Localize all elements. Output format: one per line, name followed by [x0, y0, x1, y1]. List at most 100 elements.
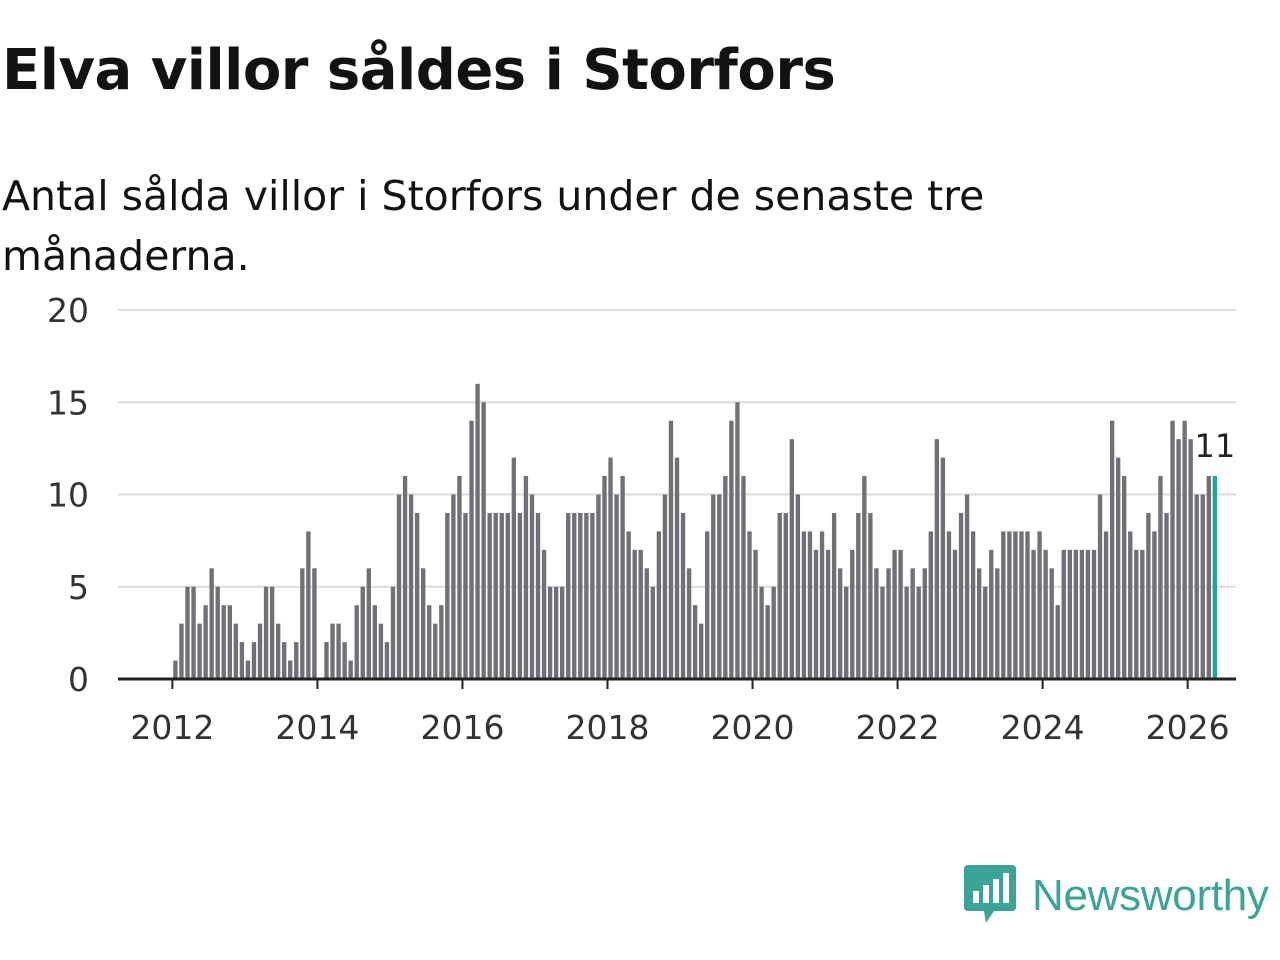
- bar: [1170, 420, 1175, 679]
- bar: [203, 605, 208, 679]
- bar: [499, 512, 504, 679]
- y-tick-label: 0: [68, 660, 89, 699]
- bar: [1158, 476, 1163, 679]
- bar: [1019, 531, 1024, 679]
- bar: [378, 623, 384, 679]
- bar: [173, 660, 178, 679]
- bar: [300, 568, 305, 679]
- bar: [1122, 476, 1127, 679]
- bar: [529, 494, 535, 679]
- y-tick-label: 5: [68, 568, 89, 607]
- bar: [868, 512, 873, 679]
- brand-logo: Newsworthy: [964, 864, 1269, 928]
- bar: [813, 549, 819, 679]
- bar: [686, 568, 692, 679]
- bar: [263, 586, 269, 679]
- value-labels: 11: [1194, 427, 1235, 465]
- bar: [1025, 531, 1030, 679]
- x-tick-label: 2012: [130, 708, 214, 747]
- bar: [747, 531, 752, 679]
- bar: [928, 531, 933, 679]
- bar: [360, 586, 365, 679]
- bar: [547, 586, 553, 679]
- bar: [922, 568, 927, 679]
- bar: [572, 512, 577, 679]
- y-tick-label: 10: [47, 476, 89, 515]
- bar-chart-speech-bubble-icon: [964, 865, 1016, 923]
- bar: [275, 623, 281, 679]
- bar: [336, 623, 341, 679]
- bar: [644, 568, 649, 679]
- bar: [723, 476, 728, 679]
- bar: [269, 586, 275, 679]
- bar: [433, 623, 438, 679]
- bar: [463, 512, 468, 679]
- chart-title: Elva villor såldes i Storfors: [2, 38, 836, 103]
- bar: [819, 531, 825, 679]
- bar: [886, 568, 891, 679]
- bar: [1013, 531, 1018, 679]
- bar: [257, 623, 263, 679]
- bar: [1097, 494, 1103, 679]
- bar: [946, 531, 952, 679]
- bar: [753, 549, 758, 679]
- bar: [656, 531, 662, 679]
- bar: [1079, 549, 1085, 679]
- bar-latest: [1212, 476, 1218, 679]
- bar: [251, 642, 257, 679]
- bar: [801, 531, 807, 679]
- bar: [578, 512, 583, 679]
- bar: [662, 494, 668, 679]
- bar: [584, 512, 589, 679]
- bar: [1206, 476, 1211, 679]
- brand-name: Newsworthy: [1032, 871, 1269, 920]
- bar: [741, 476, 746, 679]
- bar: [312, 568, 317, 679]
- bar: [717, 494, 722, 679]
- last-value-label: 11: [1194, 427, 1235, 465]
- bar: [910, 568, 915, 679]
- bar: [505, 512, 510, 679]
- bar: [1140, 549, 1145, 679]
- bar: [384, 642, 390, 679]
- bar: [245, 660, 251, 679]
- y-tick-label: 15: [47, 383, 89, 422]
- bar: [1007, 531, 1012, 679]
- bar: [850, 549, 855, 679]
- bar: [1188, 439, 1193, 679]
- bar: [632, 549, 637, 679]
- bar: [342, 642, 347, 679]
- bar: [324, 642, 329, 679]
- bar: [402, 476, 408, 679]
- x-tick-label: 2026: [1146, 708, 1230, 747]
- bar: [191, 586, 196, 679]
- x-tick-label: 2016: [420, 708, 504, 747]
- bar: [553, 586, 559, 679]
- bar: [523, 476, 529, 679]
- bar: [964, 494, 970, 679]
- bar: [705, 531, 710, 679]
- bar: [221, 605, 226, 679]
- bar: [674, 457, 680, 679]
- bar: [414, 512, 420, 679]
- bar: [777, 512, 782, 679]
- bar: [215, 586, 220, 679]
- bar: [330, 623, 335, 679]
- bar: [807, 531, 813, 679]
- bar: [185, 586, 190, 679]
- bar: [983, 586, 988, 679]
- bar: [934, 439, 940, 679]
- bar: [233, 623, 239, 679]
- bar: [1091, 549, 1097, 679]
- bar: [1067, 549, 1072, 679]
- x-tick-label: 2018: [566, 708, 650, 747]
- bar: [1055, 605, 1060, 679]
- bar: [1152, 531, 1157, 679]
- bar: [789, 439, 794, 679]
- bars: [173, 383, 1218, 679]
- bar: [1031, 549, 1036, 679]
- bar: [179, 623, 184, 679]
- bar: [759, 586, 764, 679]
- bar: [614, 494, 619, 679]
- bar: [288, 660, 293, 679]
